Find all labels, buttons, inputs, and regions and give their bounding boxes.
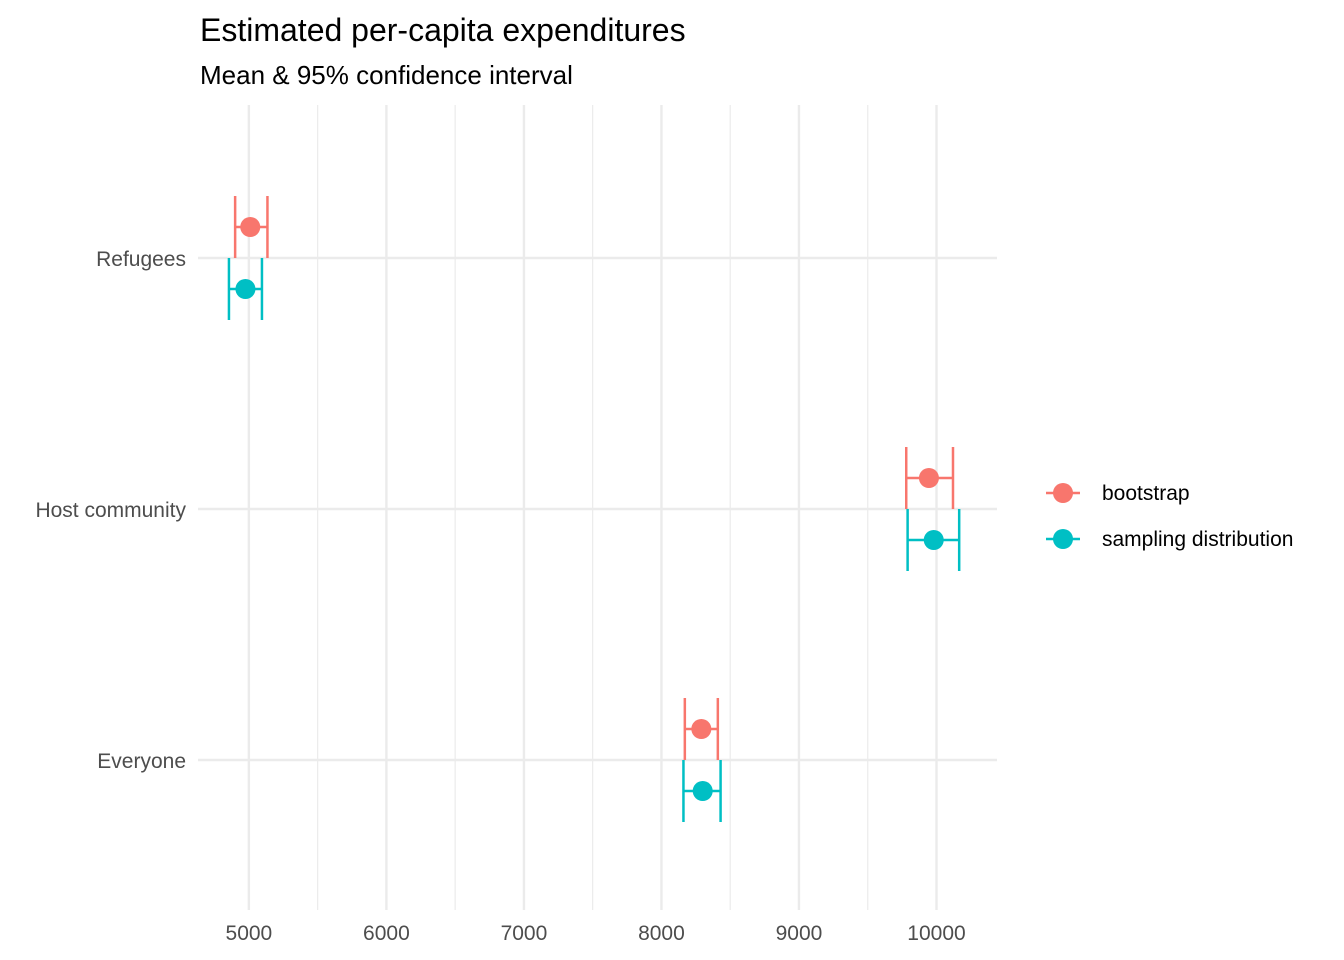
x-axis: 5000 6000 7000 8000 9000 10000: [226, 922, 966, 945]
y-axis: Refugees Host community Everyone: [35, 248, 186, 773]
legend-entry-sampling-distribution: sampling distribution: [1046, 528, 1293, 551]
x-tick-label: 10000: [907, 922, 965, 945]
errorbar-sampling-distribution: [227, 258, 264, 320]
mean-point: [692, 781, 713, 801]
legend-key-point: [1053, 529, 1073, 549]
legend-label: sampling distribution: [1102, 528, 1293, 551]
x-tick-label: 7000: [501, 922, 548, 945]
y-category-label: Host community: [35, 499, 186, 522]
x-tick-label: 5000: [226, 922, 273, 945]
y-category-label: Refugees: [96, 248, 186, 271]
mean-point: [240, 217, 261, 237]
chart-title: Estimated per-capita expenditures: [200, 12, 686, 48]
errorbar-sampling-distribution: [906, 509, 961, 571]
mean-point: [923, 530, 944, 550]
errorbar-bootstrap: [904, 447, 955, 509]
y-category-label: Everyone: [97, 750, 186, 773]
errorbar-bootstrap: [683, 698, 720, 760]
grid: [198, 105, 997, 910]
x-tick-label: 8000: [638, 922, 685, 945]
mean-point: [918, 468, 939, 488]
legend-entry-bootstrap: bootstrap: [1046, 482, 1190, 505]
chart-subtitle: Mean & 95% confidence interval: [200, 60, 573, 90]
errorbar-bootstrap: [233, 196, 269, 258]
mean-point: [235, 279, 256, 299]
x-tick-label: 9000: [776, 922, 823, 945]
legend-key-point: [1053, 483, 1073, 503]
errorbar-sampling-distribution: [682, 760, 722, 822]
x-tick-label: 6000: [363, 922, 410, 945]
legend: bootstrap sampling distribution: [1046, 482, 1293, 551]
legend-label: bootstrap: [1102, 482, 1190, 505]
marks: [227, 196, 961, 822]
mean-point: [691, 719, 712, 739]
